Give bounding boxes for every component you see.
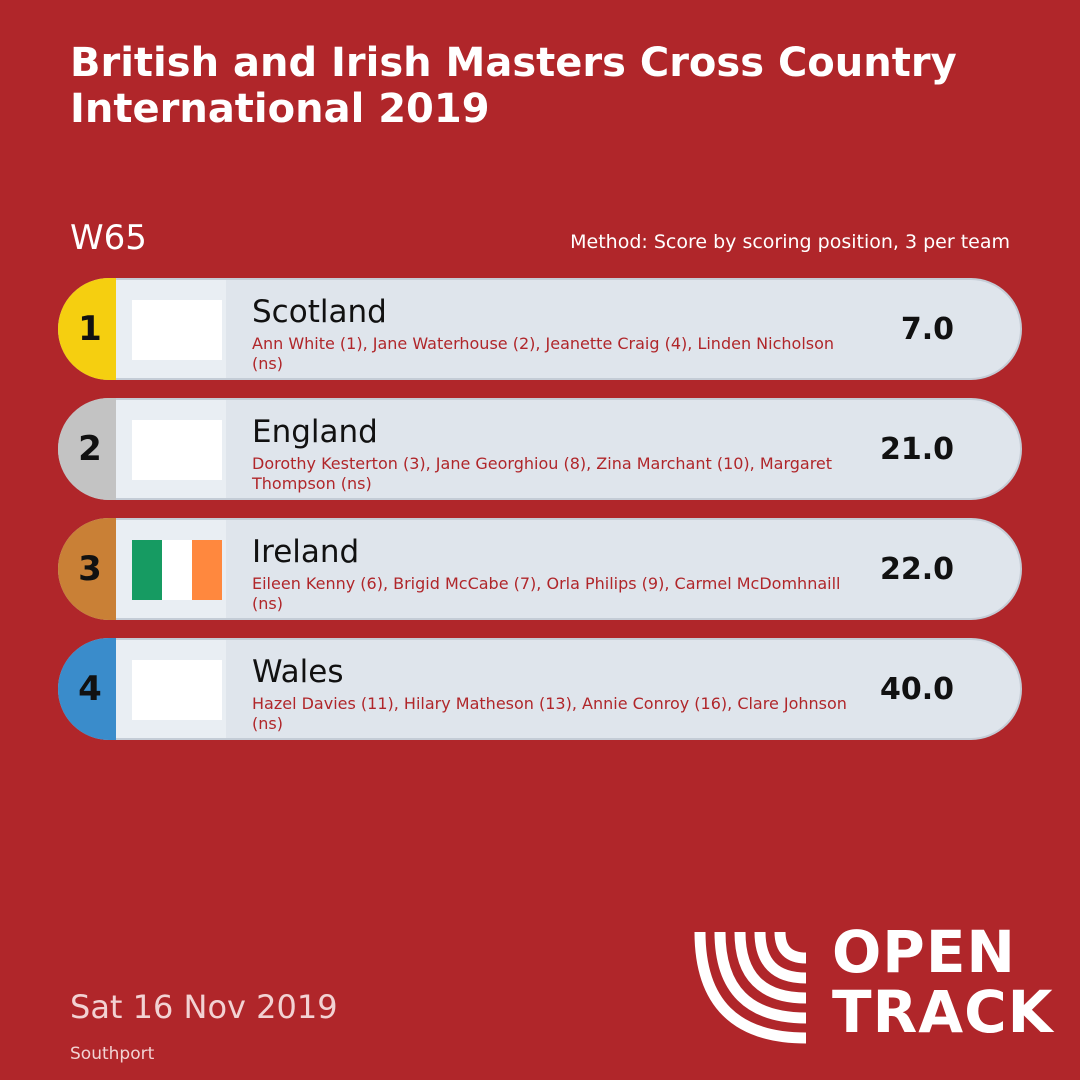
team-row: 3 Ireland Eileen Kenny (6), Brigid McCab… — [58, 518, 1022, 620]
athlete-list: Eileen Kenny (6), Brigid McCabe (7), Orl… — [252, 574, 841, 613]
team-row: 4 Wales Hazel Davies (11), Hilary Mathes… — [58, 638, 1022, 740]
team-score: 7.0 — [900, 312, 954, 347]
scoring-method: Method: Score by scoring position, 3 per… — [570, 231, 1010, 253]
page-title: British and Irish Masters Cross Country … — [70, 40, 957, 132]
flag-stripe — [192, 540, 222, 600]
results-list: 1 Scotland Ann White (1), Jane Waterhous… — [58, 278, 1022, 758]
flag-stripe — [132, 420, 222, 480]
rank-badge: 4 — [58, 638, 116, 740]
athlete-list: Hazel Davies (11), Hilary Matheson (13),… — [252, 694, 847, 733]
team-name: Ireland — [252, 534, 360, 570]
flag-stripe — [132, 540, 162, 600]
rank-badge: 2 — [58, 398, 116, 500]
team-row: 1 Scotland Ann White (1), Jane Waterhous… — [58, 278, 1022, 380]
logo-line-track: TRACK — [832, 978, 1054, 1046]
team-name: England — [252, 414, 378, 450]
team-name: Scotland — [252, 294, 387, 330]
logo-line-open: OPEN — [832, 918, 1016, 986]
event-date: Sat 16 Nov 2019 — [70, 988, 338, 1026]
track-lines-icon — [694, 931, 807, 1044]
team-score: 40.0 — [879, 672, 954, 707]
opentrack-logo: OPEN TRACK — [690, 920, 1053, 1050]
flag-icon — [132, 300, 222, 360]
rank-badge: 3 — [58, 518, 116, 620]
flag-icon — [132, 540, 222, 600]
event-venue: Southport — [70, 1044, 155, 1064]
flag-stripe — [132, 300, 222, 360]
flag-stripe — [132, 660, 222, 720]
flag-icon — [132, 420, 222, 480]
flag-cell — [116, 400, 226, 498]
flag-cell — [116, 280, 226, 378]
athlete-list: Dorothy Kesterton (3), Jane Georghiou (8… — [252, 454, 833, 493]
logo-wordmark: OPEN TRACK — [832, 922, 1054, 1042]
team-score: 22.0 — [879, 552, 954, 587]
team-name: Wales — [252, 654, 344, 690]
team-score: 21.0 — [879, 432, 954, 467]
flag-icon — [132, 660, 222, 720]
team-row: 2 England Dorothy Kesterton (3), Jane Ge… — [58, 398, 1022, 500]
age-category: W65 — [70, 218, 147, 258]
athlete-list: Ann White (1), Jane Waterhouse (2), Jean… — [252, 334, 835, 373]
flag-cell — [116, 640, 226, 738]
flag-cell — [116, 520, 226, 618]
flag-stripe — [162, 540, 192, 600]
rank-badge: 1 — [58, 278, 116, 380]
